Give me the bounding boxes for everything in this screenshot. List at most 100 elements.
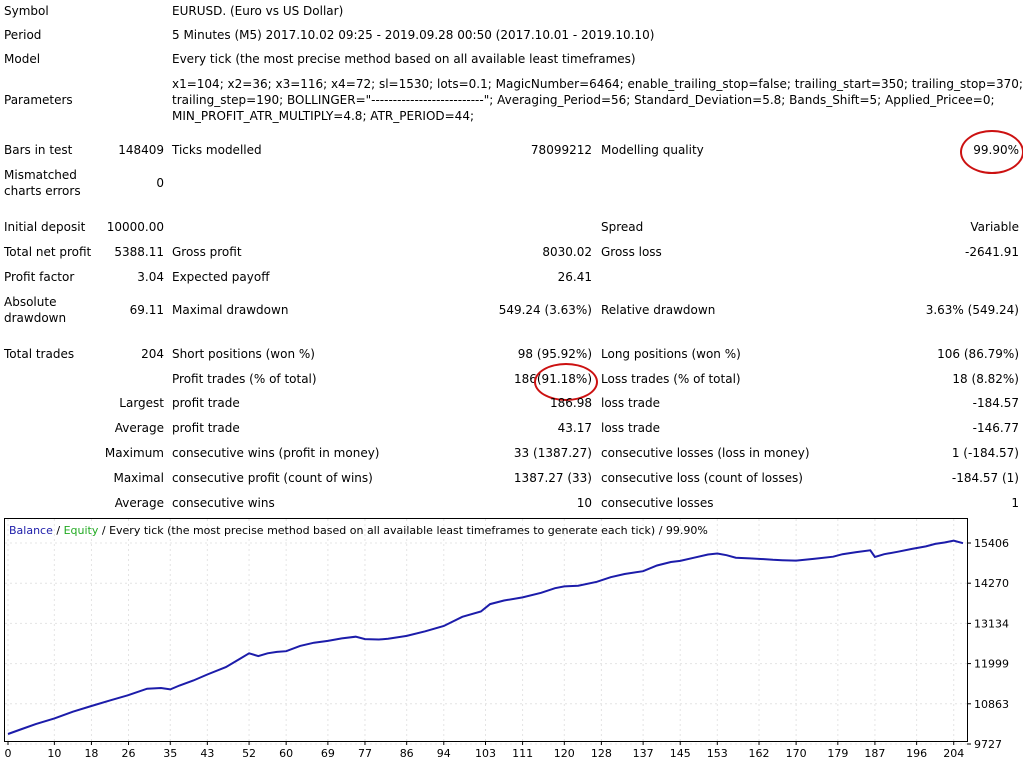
long-positions-label: Long positions (won %)	[601, 347, 741, 361]
parameters-label: Parameters	[4, 93, 73, 107]
x-tick-label: 145	[670, 747, 691, 760]
model-value: Every tick (the most precise method base…	[172, 52, 636, 66]
maximum-label: Maximum	[104, 446, 164, 460]
x-tick-label: 196	[906, 747, 927, 760]
legend-rest: / Every tick (the most precise method ba…	[98, 524, 708, 537]
max-consec-losses-value: 1 (-184.57)	[951, 446, 1019, 460]
relative-drawdown-label: Relative drawdown	[601, 303, 716, 317]
max-consec-losses-label: consecutive losses (loss in money)	[601, 446, 810, 460]
loss-trades-label: Loss trades (% of total)	[601, 372, 741, 386]
balance-chart: 15406 14270 13134 11999 10863 9727 0 10 18 26 35 4…	[4, 518, 1009, 760]
maximal-label: Maximal	[113, 471, 164, 485]
symbol-label: Symbol	[4, 4, 49, 18]
max-consec-wins-value: 33 (1387.27)	[513, 446, 592, 460]
x-tick-label: 187	[864, 747, 885, 760]
x-tick-label: 10	[47, 747, 61, 760]
x-tick-label: 77	[358, 747, 372, 760]
maximal-drawdown-label: Maximal drawdown	[172, 303, 289, 317]
x-tick-label: 137	[633, 747, 654, 760]
maximal-consec-profit-label: consecutive profit (count of wins)	[172, 471, 373, 485]
x-tick-label: 153	[707, 747, 728, 760]
relative-drawdown-value: 3.63% (549.24)	[925, 303, 1019, 317]
x-tick-label: 162	[749, 747, 770, 760]
bars-value: 148409	[118, 143, 164, 157]
avg-consec-wins-value: 10	[576, 496, 592, 510]
y-tick-label: 14270	[974, 577, 1009, 590]
period-label: Period	[4, 28, 42, 42]
maximal-drawdown-value: 549.24 (3.63%)	[498, 303, 592, 317]
x-tick-label: 86	[400, 747, 414, 760]
quality-highlight-circle	[960, 130, 1023, 174]
max-consec-wins-label: consecutive wins (profit in money)	[172, 446, 380, 460]
y-tick-label: 13134	[974, 617, 1009, 630]
y-tick-label: 10863	[974, 698, 1009, 711]
absolute-drawdown-label: Absolute drawdown	[4, 295, 67, 325]
profit-factor-value: 3.04	[137, 270, 164, 284]
maximal-consec-loss-value: -184.57 (1)	[951, 471, 1019, 485]
x-tick-label: 128	[591, 747, 612, 760]
largest-profit-value: 186.98	[550, 396, 592, 410]
symbol-value: EURUSD. (Euro vs US Dollar)	[172, 4, 344, 18]
average-loss-label: loss trade	[601, 421, 660, 435]
loss-trades-value: 18 (8.82%)	[952, 372, 1019, 386]
x-tick-label: 120	[554, 747, 575, 760]
profit-factor-label: Profit factor	[4, 270, 75, 284]
gross-profit-label: Gross profit	[172, 245, 242, 259]
x-tick-label: 179	[827, 747, 848, 760]
gross-loss-value: -2641.91	[965, 245, 1019, 259]
mismatched-label: Mismatched charts errors	[4, 168, 81, 198]
ticks-label: Ticks modelled	[172, 143, 262, 157]
maximal-consec-loss-label: consecutive loss (count of losses)	[601, 471, 803, 485]
mismatched-value: 0	[156, 176, 164, 190]
largest-loss-label: loss trade	[601, 396, 660, 410]
x-tick-label: 170	[786, 747, 807, 760]
parameters-line-3: MIN_PROFIT_ATR_MULTIPLY=4.8; ATR_PERIOD=…	[172, 109, 474, 123]
parameters-line-1: x1=104; x2=36; x3=116; x4=72; sl=1530; l…	[172, 77, 1023, 91]
x-tick-label: 0	[5, 747, 12, 760]
legend-balance: Balance	[9, 524, 53, 537]
short-positions-label: Short positions (won %)	[172, 347, 315, 361]
maximal-consec-profit-value: 1387.27 (33)	[513, 471, 592, 485]
x-axis: 0 10 18 26 35 43 52 60 69 77 86 94 103 111 120 128 137 14…	[5, 741, 964, 760]
balance-series-line	[7, 539, 964, 735]
total-trades-label: Total trades	[4, 347, 75, 361]
model-label: Model	[4, 52, 41, 66]
grid	[5, 519, 967, 745]
legend-separator: /	[53, 524, 64, 537]
x-tick-label: 18	[84, 747, 98, 760]
x-tick-label: 69	[321, 747, 335, 760]
largest-label: Largest	[119, 396, 164, 410]
parameters-line-2: trailing_step=190; BOLLINGER="----------…	[172, 93, 995, 107]
deposit-label: Initial deposit	[4, 220, 86, 234]
y-axis: 15406 14270 13134 11999 10863 9727	[967, 537, 1009, 751]
x-tick-label: 111	[512, 747, 533, 760]
x-tick-label: 204	[943, 747, 964, 760]
average-loss-value: -146.77	[972, 421, 1019, 435]
profit-trades-label: Profit trades (% of total)	[172, 372, 317, 386]
avg-consec-losses-label: consecutive losses	[601, 496, 714, 510]
profit-trades-count: 186	[513, 372, 537, 386]
legend-equity: Equity	[64, 524, 99, 537]
bars-label: Bars in test	[4, 143, 73, 157]
absolute-drawdown-value: 69.11	[129, 303, 164, 317]
x-tick-label: 60	[279, 747, 293, 760]
average-label: Average	[114, 421, 164, 435]
x-tick-label: 43	[200, 747, 214, 760]
gross-loss-label: Gross loss	[601, 245, 662, 259]
avg-consec-wins-label: consecutive wins	[172, 496, 275, 510]
period-value: 5 Minutes (M5) 2017.10.02 09:25 - 2019.0…	[172, 28, 655, 42]
net-profit-value: 5388.11	[114, 245, 164, 259]
largest-loss-value: -184.57	[972, 396, 1019, 410]
short-positions-value: 98 (95.92%)	[517, 347, 592, 361]
avg-consec-losses-value: 1	[1011, 496, 1019, 510]
y-tick-label: 9727	[974, 738, 1002, 751]
expected-payoff-value: 26.41	[557, 270, 592, 284]
chart-legend: Balance / Equity / Every tick (the most …	[9, 524, 708, 537]
expected-payoff-label: Expected payoff	[172, 270, 270, 284]
average-profit-value: 43.17	[557, 421, 592, 435]
y-tick-label: 15406	[974, 537, 1009, 550]
x-tick-label: 52	[242, 747, 256, 760]
profit-pct-highlight-circle	[534, 363, 598, 401]
spread-label: Spread	[601, 220, 644, 234]
x-tick-label: 94	[437, 747, 451, 760]
